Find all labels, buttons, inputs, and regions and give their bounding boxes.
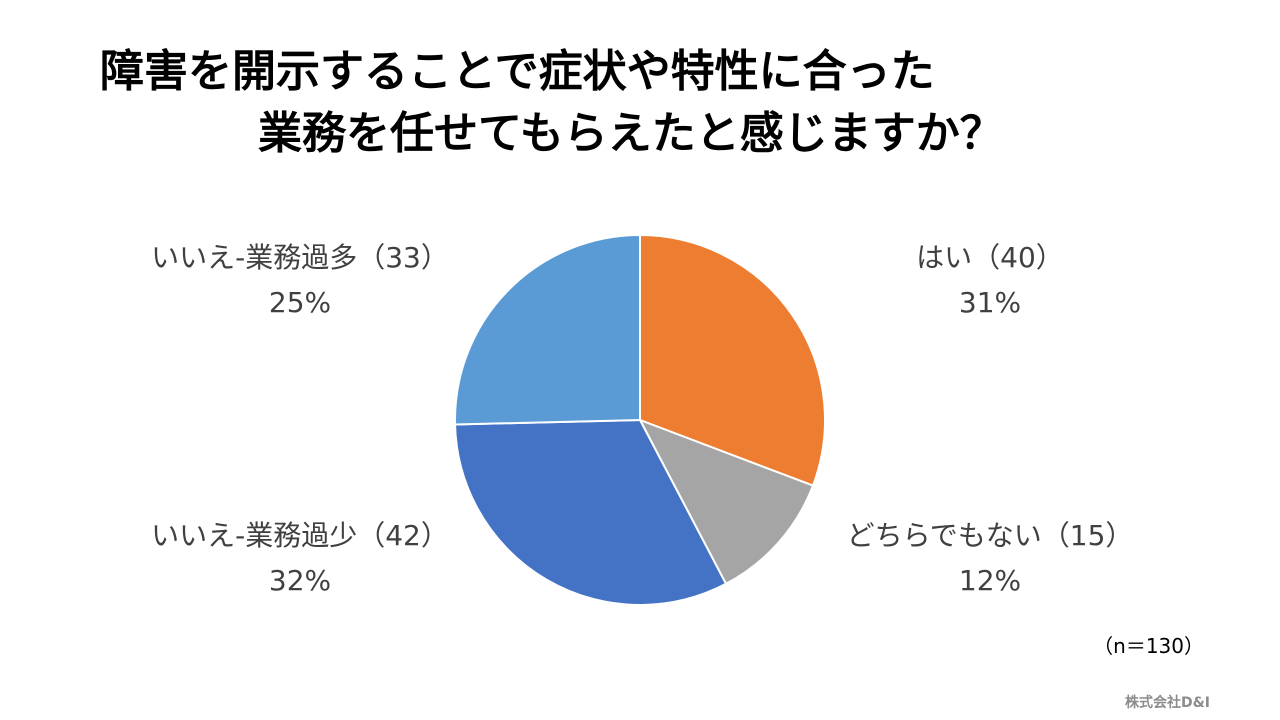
slice-percent-yes: 31% — [958, 285, 1022, 319]
chart-title-line-1: 障害を開示することで症状や特性に合った — [100, 46, 935, 97]
slice-label-no-too-many: いいえ-業務過多（33） 25% — [120, 236, 480, 326]
pie-slice-neutral — [637, 418, 815, 586]
slice-percent-neutral: 12% — [958, 563, 1022, 597]
pie-slice-no-too-many — [454, 233, 641, 426]
slice-name-no-too-few: いいえ-業務過少（42） — [151, 519, 449, 552]
slice-label-yes: はい（40） 31% — [900, 236, 1080, 326]
slice-percent-no-too-many: 25% — [268, 285, 332, 319]
slice-name-neutral: どちらでもない（15） — [846, 519, 1134, 552]
slice-name-no-too-many: いいえ-業務過多（33） — [151, 241, 449, 274]
chart-title-line-2: 業務を任せてもらえたと感じますか？ — [258, 108, 1004, 159]
pie-slice-yes — [639, 233, 827, 487]
company-credit: 株式会社D&I — [1124, 695, 1210, 711]
slice-label-no-too-few: いいえ-業務過少（42） 32% — [120, 514, 480, 604]
pie-slice-no-too-few — [454, 418, 728, 606]
slice-label-neutral: どちらでもない（15） 12% — [820, 514, 1160, 604]
slice-percent-no-too-few: 32% — [268, 563, 332, 597]
sample-size-note: （n＝130） — [1093, 634, 1204, 658]
slice-name-yes: はい（40） — [916, 241, 1064, 274]
